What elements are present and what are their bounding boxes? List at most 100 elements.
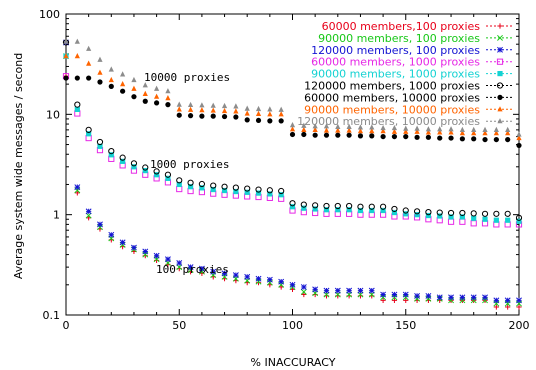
data-point	[176, 101, 182, 107]
data-point	[471, 136, 477, 142]
data-point	[505, 126, 511, 132]
data-point	[187, 179, 194, 186]
data-point	[131, 164, 137, 170]
data-point	[278, 118, 284, 124]
series-8	[63, 53, 522, 141]
data-point	[199, 102, 205, 108]
data-point	[86, 60, 92, 66]
data-point	[210, 182, 217, 189]
data-point	[323, 202, 330, 210]
data-point	[210, 268, 217, 275]
data-point	[493, 304, 499, 310]
data-point	[233, 108, 239, 114]
data-point	[86, 131, 92, 137]
data-point	[86, 75, 92, 81]
data-point	[516, 297, 522, 304]
data-point	[244, 273, 251, 280]
data-point	[119, 154, 126, 161]
data-point	[221, 183, 228, 190]
data-point	[255, 186, 262, 193]
data-point	[278, 187, 285, 195]
data-point	[142, 248, 149, 255]
data-point	[289, 204, 296, 210]
data-point	[516, 218, 522, 224]
data-point	[436, 209, 443, 216]
data-point	[459, 130, 465, 136]
data-point	[403, 211, 409, 217]
data-point	[97, 56, 103, 62]
data-point	[380, 133, 386, 140]
y-tick-label: 1	[53, 209, 60, 222]
data-point	[153, 168, 160, 175]
data-point	[85, 208, 92, 215]
legend-item: 90000 members, 100 proxies	[318, 32, 514, 45]
data-point	[267, 106, 273, 112]
data-point	[267, 191, 273, 197]
data-point	[425, 209, 432, 216]
legend-label: 60000 members, 1000 proxies	[311, 56, 480, 69]
data-point	[154, 100, 160, 106]
data-point	[74, 190, 80, 196]
data-point	[312, 286, 319, 293]
data-point	[153, 252, 160, 259]
data-point	[493, 130, 499, 136]
legend-item: 90000 members, 10000 proxies	[304, 103, 514, 116]
data-point	[334, 287, 341, 294]
data-point	[323, 207, 330, 213]
data-point	[380, 203, 387, 210]
data-point	[425, 212, 431, 219]
legend-label: 120000 members, 10000 proxies	[297, 115, 480, 128]
data-point	[459, 136, 465, 142]
data-point	[481, 210, 489, 217]
data-point	[142, 98, 148, 104]
data-point	[391, 124, 398, 131]
data-point	[176, 112, 182, 118]
legend-label: 60000 members, 10000 proxies	[304, 91, 480, 104]
legend-item: 60000 members, 10000 proxies	[304, 91, 514, 104]
data-point	[448, 135, 454, 141]
data-point	[244, 105, 250, 111]
data-point	[176, 106, 182, 112]
data-point	[120, 71, 126, 77]
data-point	[414, 125, 420, 131]
plot-area	[62, 38, 523, 310]
data-point	[425, 134, 431, 140]
data-point	[255, 110, 262, 116]
data-point	[199, 185, 205, 191]
data-point	[414, 292, 421, 299]
data-point	[493, 126, 499, 132]
data-point	[357, 203, 364, 210]
data-point	[85, 126, 92, 133]
data-point	[131, 85, 137, 91]
data-point	[357, 124, 364, 130]
x-axis-title: % INACCURACY	[251, 356, 336, 369]
data-point	[244, 189, 250, 195]
data-point	[154, 172, 160, 178]
data-point	[198, 180, 205, 188]
data-point	[97, 221, 103, 228]
data-point	[323, 132, 330, 138]
legend-marker	[497, 118, 503, 124]
data-point	[414, 134, 420, 140]
data-point	[233, 103, 239, 109]
data-point	[130, 244, 137, 251]
data-point	[437, 135, 443, 141]
data-point	[74, 106, 80, 112]
data-point	[335, 127, 341, 133]
legend-label: 120000 members, 100 proxies	[311, 44, 480, 57]
x-tick-label: 100	[282, 319, 303, 332]
data-point	[199, 107, 205, 113]
data-point	[74, 75, 80, 81]
curve-group-label: 1000 proxies	[150, 158, 229, 171]
data-point	[63, 53, 69, 59]
data-point	[448, 126, 454, 132]
series-9	[63, 38, 522, 137]
data-point	[425, 129, 431, 135]
legend-marker	[497, 46, 503, 53]
data-point	[323, 123, 330, 129]
data-point	[346, 127, 352, 133]
data-point	[505, 304, 511, 310]
data-point	[470, 210, 477, 217]
data-point	[97, 79, 103, 85]
data-point	[142, 82, 148, 88]
